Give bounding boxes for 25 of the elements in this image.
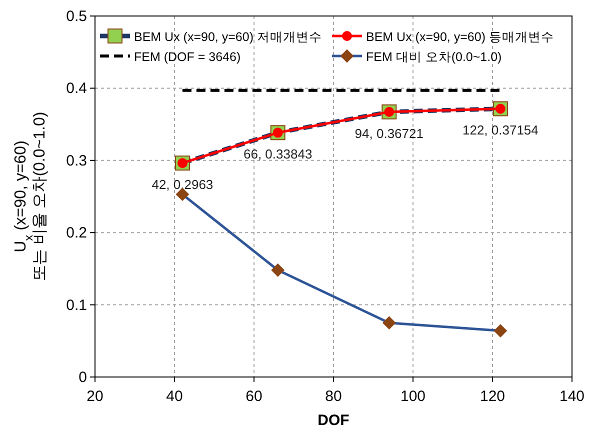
x-tick-label: 20 (86, 388, 104, 405)
x-tick-label: 80 (325, 388, 342, 405)
data-label: 42, 0.2963 (152, 177, 214, 192)
data-label: 94, 0.36721 (354, 126, 424, 141)
x-axis-title: DOF (318, 412, 350, 429)
data-label: 122, 0.37154 (462, 122, 538, 138)
x-tick-label: 140 (559, 388, 585, 405)
x-tick-label: 40 (166, 388, 183, 405)
point (382, 316, 396, 330)
x-tick-label: 60 (246, 388, 262, 405)
y-tick-label: 0.1 (66, 296, 87, 314)
data-label: 66, 0.33843 (244, 146, 312, 162)
y-tick-label: 0.4 (66, 80, 87, 98)
point (271, 264, 284, 277)
x-tick-label: 100 (400, 388, 426, 405)
y-tick-label: 0.5 (66, 8, 87, 25)
y-tick-label: 0.2 (66, 224, 87, 242)
legend-label: FEM 대비 오차(0.0~1.0) (366, 50, 502, 64)
legend-label: FEM (DOF = 3646) (134, 50, 241, 64)
point (494, 324, 507, 338)
legend-label: BEM Ux (x=90, y=60) 저매개변수 (134, 30, 322, 44)
y-tick-label: 0.3 (66, 152, 87, 170)
legend-label: BEM Ux (x=90, y=60) 등매개변수 (366, 30, 554, 44)
x-tick-label: 120 (480, 388, 506, 405)
y-tick-label: 0 (78, 369, 87, 386)
